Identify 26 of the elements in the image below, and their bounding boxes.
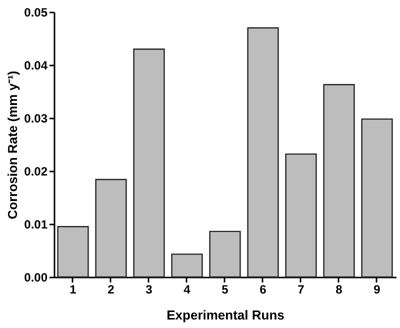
x-tick-label: 5 bbox=[222, 282, 229, 296]
x-tick-label: 4 bbox=[184, 282, 191, 296]
x-tick-label: 7 bbox=[298, 282, 305, 296]
y-axis-title: Corrosion Rate (mm y⁻¹) bbox=[5, 70, 20, 220]
y-tick-label: 0.05 bbox=[24, 6, 48, 20]
bar bbox=[95, 178, 127, 278]
bar bbox=[361, 118, 393, 278]
x-tick-label: 6 bbox=[260, 282, 267, 296]
x-tick-label: 9 bbox=[374, 282, 381, 296]
y-tick-label: 0.03 bbox=[24, 112, 48, 126]
y-tick-label: 0.00 bbox=[24, 270, 48, 284]
bar bbox=[57, 226, 89, 278]
x-tick-label: 3 bbox=[146, 282, 153, 296]
bar bbox=[285, 153, 317, 278]
y-tick-label: 0.01 bbox=[24, 218, 48, 232]
x-tick-label: 2 bbox=[108, 282, 115, 296]
bar bbox=[133, 48, 165, 278]
bar bbox=[171, 254, 203, 278]
y-tick-label: 0.04 bbox=[24, 58, 48, 72]
bar bbox=[247, 27, 279, 278]
y-tick-label: 0.02 bbox=[24, 164, 48, 178]
x-tick-label: 8 bbox=[336, 282, 343, 296]
bar bbox=[209, 230, 241, 278]
bar bbox=[323, 84, 355, 278]
x-tick-label: 1 bbox=[70, 282, 77, 296]
x-axis-title: Experimental Runs bbox=[166, 308, 284, 322]
